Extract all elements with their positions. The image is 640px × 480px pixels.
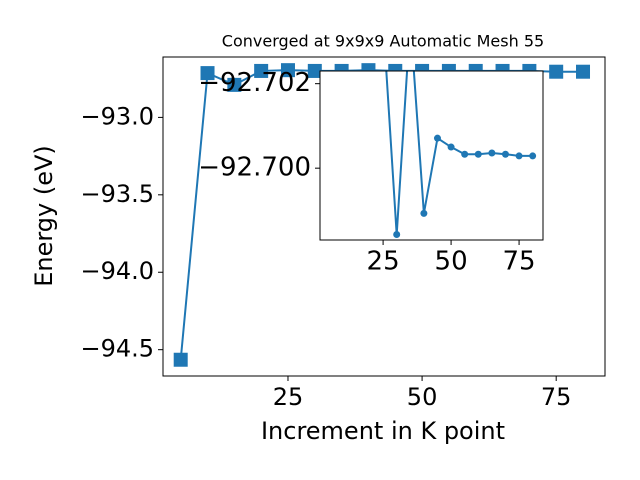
x-tick-label: 25 <box>273 383 304 411</box>
x-tick-label: 50 <box>407 383 438 411</box>
plot-content <box>380 17 537 239</box>
y-tick-label: −93.5 <box>80 180 154 208</box>
marker <box>576 64 591 79</box>
x-tick-label: 75 <box>503 247 536 277</box>
marker <box>280 63 295 78</box>
x-tick-label: 75 <box>541 383 572 411</box>
marker <box>173 352 188 367</box>
marker <box>529 152 537 160</box>
marker <box>407 17 414 24</box>
y-axis-label: Energy (eV) <box>30 145 58 287</box>
marker <box>227 77 242 92</box>
axes-frame <box>162 56 606 377</box>
y-tick-label: −92.700 <box>198 153 311 183</box>
y-tick-label: −92.702 <box>198 68 311 98</box>
marker <box>501 150 509 158</box>
marker <box>474 150 482 158</box>
marker <box>200 66 215 81</box>
axes-frame <box>319 70 544 241</box>
y-tick-label: −93.0 <box>80 102 154 130</box>
marker <box>393 231 401 239</box>
marker <box>447 143 455 151</box>
marker <box>549 64 564 79</box>
x-axis-label: Increment in K point <box>261 417 505 445</box>
marker <box>307 63 322 78</box>
x-tick-label: 50 <box>435 247 468 277</box>
marker <box>380 17 387 24</box>
y-tick-label: −94.5 <box>80 335 154 363</box>
marker <box>488 149 496 157</box>
y-tick-label: −94.0 <box>80 257 154 285</box>
marker <box>515 152 523 160</box>
x-tick-label: 25 <box>367 247 400 277</box>
marker <box>420 209 428 217</box>
marker <box>254 63 269 78</box>
marker <box>433 134 441 142</box>
chart-title: Converged at 9x9x9 Automatic Mesh 55 <box>222 32 544 51</box>
marker <box>461 150 469 158</box>
